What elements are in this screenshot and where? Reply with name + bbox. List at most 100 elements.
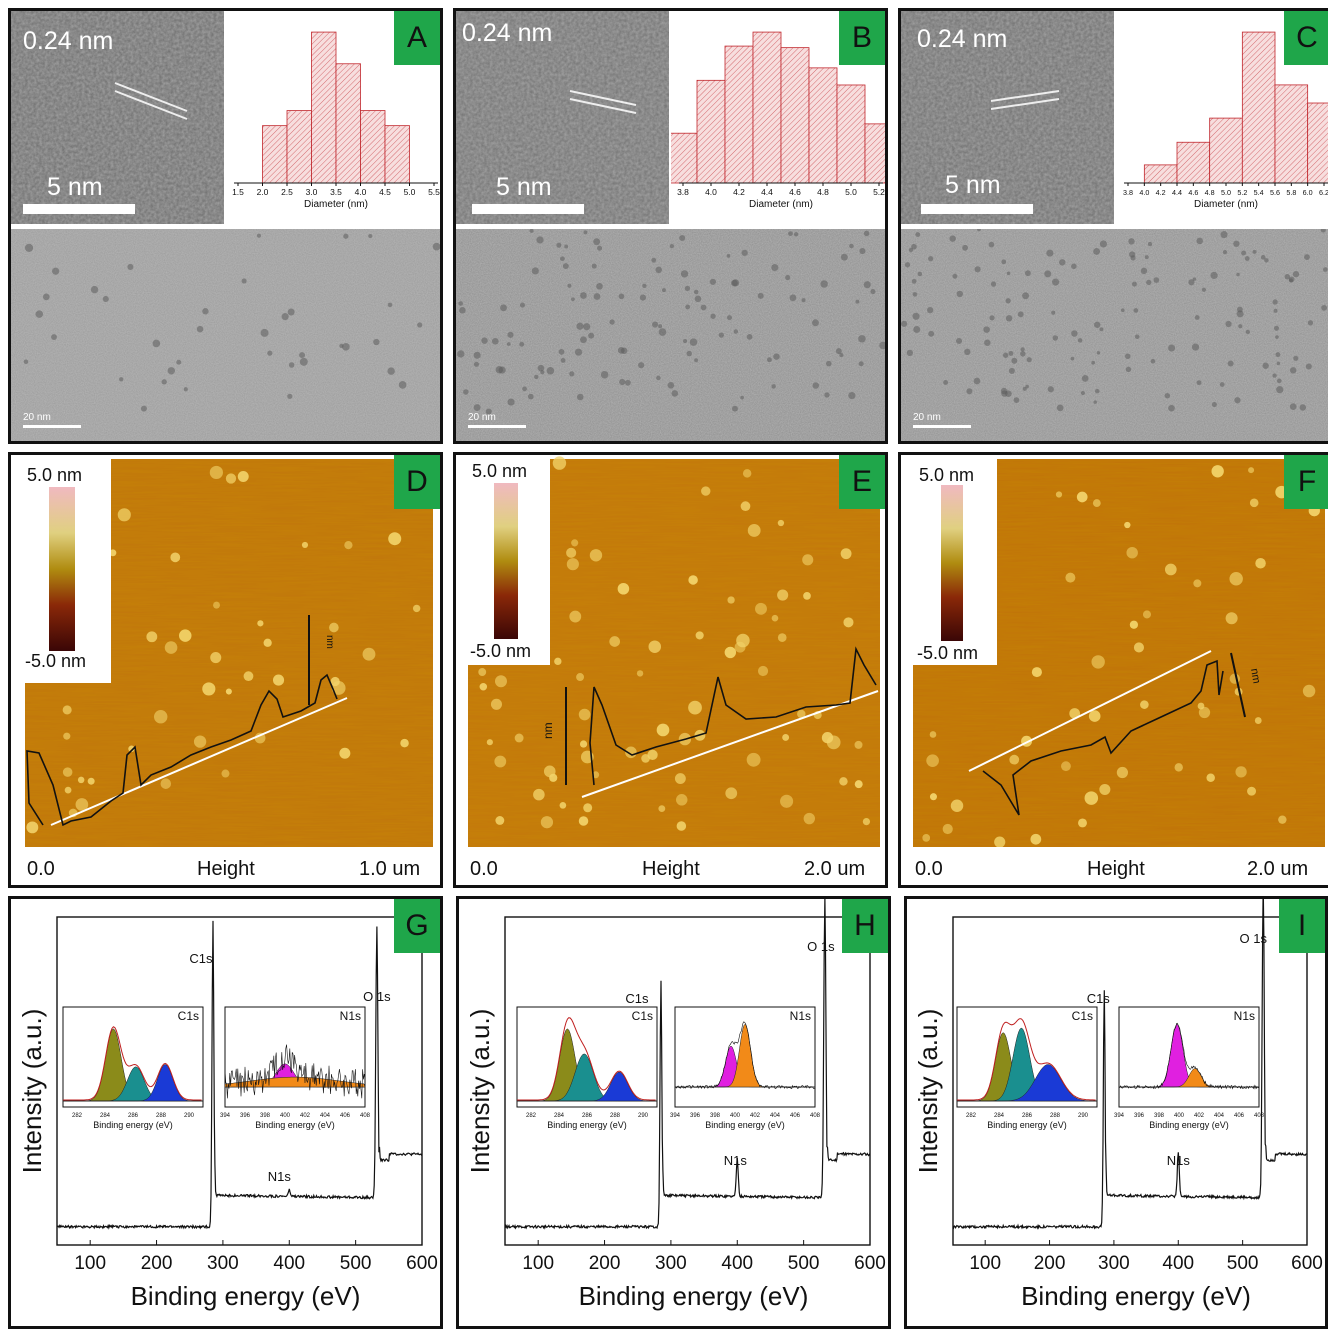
c1s-peak-label: C1s (189, 951, 213, 966)
afm-particle (609, 636, 621, 647)
nanoparticle (913, 325, 921, 333)
histogram-bar (836, 84, 866, 184)
histogram-bar (671, 132, 698, 184)
nanoparticle (119, 377, 124, 382)
nanoparticle (1211, 402, 1217, 408)
nanoparticle (662, 288, 666, 293)
afm-particle (1225, 612, 1238, 625)
afm-particle (1078, 818, 1087, 828)
nanoparticle (299, 352, 306, 359)
afm-particle (676, 821, 687, 831)
panel-label: G (394, 899, 440, 953)
c1s-inset: C1s 282 284 286 288 290 Binding energy (eV) (62, 1006, 204, 1130)
nanoparticle (1024, 270, 1031, 277)
inset-tick-label: 398 (1154, 1113, 1165, 1119)
nanoparticle (1051, 310, 1056, 315)
afm-particle (803, 592, 811, 600)
x-tick-label: 4.0 (355, 187, 367, 197)
nanoparticle (202, 308, 209, 315)
inset-tick-label: 400 (1174, 1113, 1185, 1119)
nanoparticle (1096, 351, 1101, 355)
nanoparticle (870, 289, 876, 295)
x-tick-label: 4.6 (1188, 188, 1198, 197)
nanoparticle (1168, 404, 1175, 412)
nanoparticle (267, 350, 273, 356)
afm-particle (412, 604, 421, 613)
panel-b-tem: 20 nm 0.24 nm 5 nm 3.8 4.0 4.2 4.4 4.6 4.8 5.0… (453, 8, 888, 444)
afm-particle (566, 558, 579, 571)
nanoparticle (1241, 250, 1247, 256)
nanoparticle (812, 319, 819, 327)
x-tick-label: 600 (406, 1253, 438, 1274)
afm-particle (210, 652, 222, 664)
x-axis-label: Diameter (nm) (1194, 199, 1258, 210)
nanoparticle (558, 348, 565, 355)
nanoparticle (127, 263, 134, 270)
afm-particle (388, 532, 402, 546)
afm-particle (674, 773, 686, 785)
nanoparticle (519, 302, 525, 308)
profile-unit: nm (324, 635, 335, 649)
afm-particle (1124, 521, 1131, 529)
nanoparticle (1168, 344, 1176, 352)
afm-particle (62, 767, 73, 777)
nanoparticle (1322, 267, 1328, 272)
nanoparticle (1220, 231, 1228, 239)
afm-particle (589, 549, 603, 562)
nanoparticle (1124, 353, 1131, 360)
inset-tick-label: 394 (670, 1113, 681, 1119)
afm-particle (400, 738, 409, 748)
nanoparticle (1276, 378, 1282, 384)
nanoparticle (457, 350, 465, 358)
afm-particle (566, 547, 577, 558)
nanoparticle (583, 323, 591, 331)
nanoparticle (1245, 329, 1250, 335)
nanoparticle (949, 235, 956, 242)
nanoparticle (299, 357, 308, 366)
nanoparticle (1210, 271, 1218, 280)
nanoparticle (1091, 360, 1096, 365)
afm-particle (193, 735, 207, 748)
nanoparticle (700, 304, 707, 311)
afm-particle (757, 665, 769, 677)
nanoparticle (432, 242, 440, 251)
nanoparticle (855, 299, 860, 304)
nanoparticle (506, 342, 511, 346)
afm-image: 5.0 nm -5.0 nm nm 0.0 Height 2.0 um (468, 456, 880, 885)
nanoparticle (671, 390, 679, 397)
nanoparticle (588, 332, 595, 339)
inset-tick-label: 282 (526, 1113, 537, 1119)
scale-max-label: 5.0 nm (472, 461, 527, 481)
nanoparticle (826, 360, 832, 367)
nanoparticle (1244, 256, 1250, 261)
nanoparticle (1293, 355, 1299, 361)
panel-i-xps: 100 200 300 400 500 600 Binding energy (eV) Int… (904, 896, 1328, 1329)
nanoparticle (1233, 240, 1240, 247)
afm-particle (128, 745, 135, 753)
nanoparticle (1194, 315, 1200, 320)
nanoparticle (522, 386, 527, 392)
scale-min-label: -5.0 nm (470, 641, 531, 661)
panel-label: A (394, 11, 440, 65)
afm-particle (263, 638, 272, 647)
nanoparticle (731, 279, 738, 287)
nanoparticle (617, 346, 625, 354)
nanoparticle (600, 370, 609, 379)
inset-x-label: Binding energy (eV) (93, 1120, 173, 1130)
nanoparticle (1288, 278, 1294, 283)
nanoparticle (1071, 330, 1078, 337)
plot-frame (952, 916, 1308, 1246)
axis-start-label: 0.0 (27, 858, 55, 880)
nanoparticle (680, 270, 689, 278)
afm-particle (1249, 498, 1259, 508)
afm-particle (494, 755, 507, 768)
afm-particle (840, 548, 852, 560)
inset-x-label: Binding energy (eV) (705, 1120, 785, 1130)
x-tick-label: 5.0 (845, 187, 857, 197)
nanoparticle (1002, 352, 1009, 358)
nanoparticle (977, 229, 981, 232)
afm-particle (490, 698, 503, 710)
lattice-label: 0.24 nm (23, 27, 113, 55)
nanoparticle (1017, 311, 1024, 318)
nanoparticle (1005, 298, 1011, 304)
